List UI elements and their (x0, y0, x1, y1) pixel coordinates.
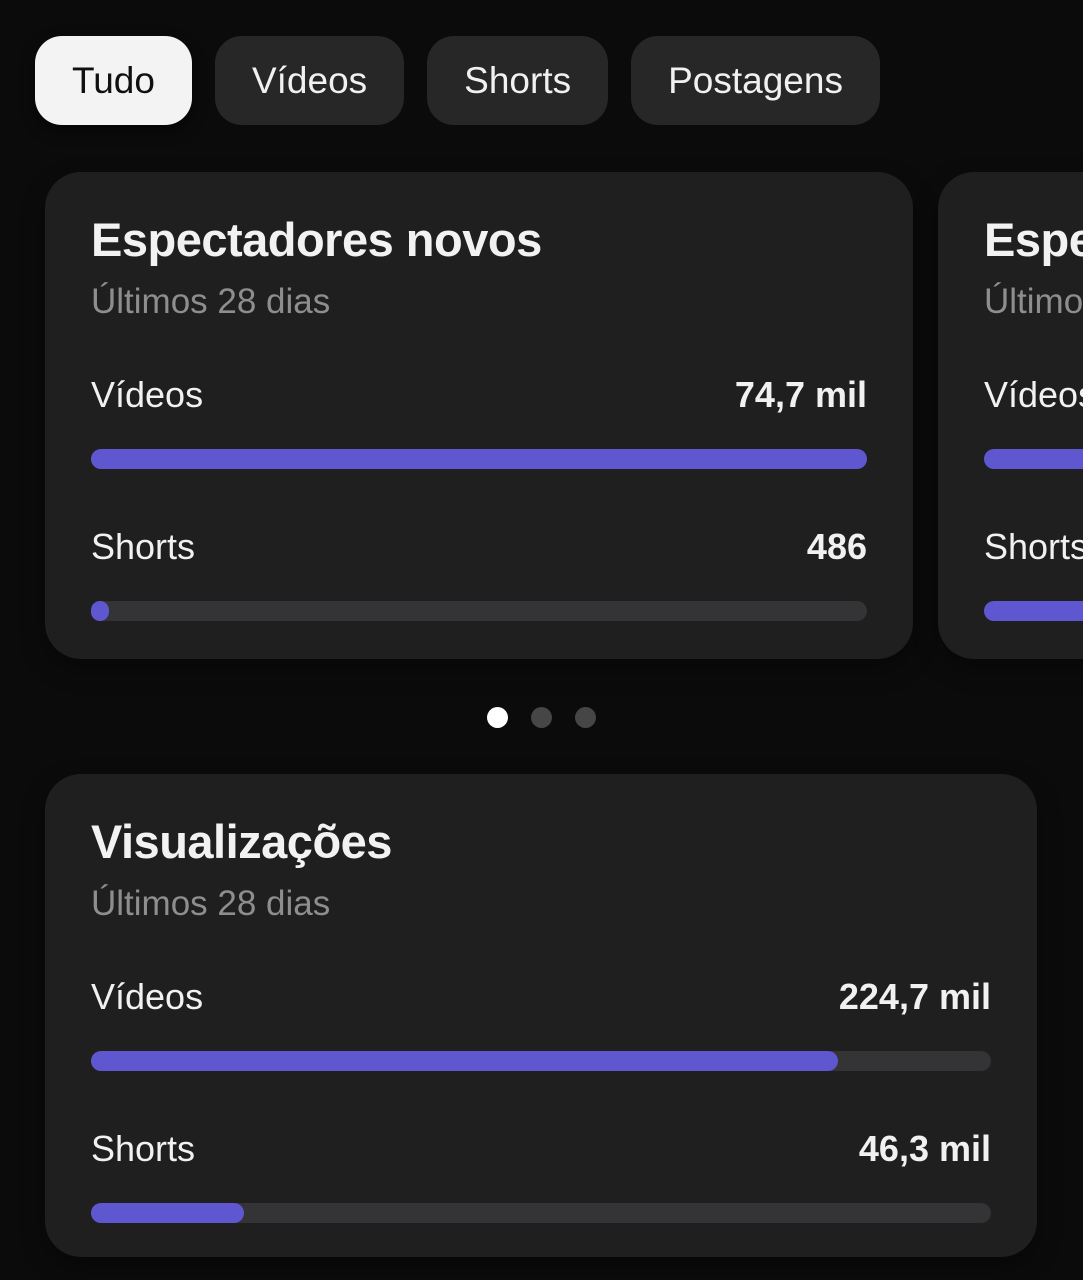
shorts-progress-track (984, 601, 1083, 621)
shorts-metric-value: 486 (806, 526, 867, 567)
shorts-progress-fill (984, 601, 1083, 621)
shorts-metric-label: Shorts (91, 526, 196, 567)
filter-chip-tudo[interactable]: Tudo (35, 36, 192, 125)
videos-progress-track (91, 1051, 991, 1071)
videos-metric-label: Vídeos (91, 976, 204, 1017)
card-subtitle: Últimos 28 dias (91, 282, 331, 321)
videos-progress-track (91, 449, 867, 469)
shorts-metric: Shorts 46,3 mil (91, 1128, 991, 1223)
carousel-pagination (0, 707, 1083, 728)
pagination-dot-3[interactable] (575, 707, 596, 728)
card-title: Espectadores (984, 213, 1083, 266)
shorts-metric-label: Shorts (984, 526, 1083, 567)
shorts-progress-track (91, 601, 867, 621)
card-subtitle: Últimos 28 dias (984, 282, 1083, 321)
videos-progress-fill (91, 449, 867, 469)
content-filter-chips: Tudo Vídeos Shorts Postagens (35, 36, 880, 125)
shorts-metric-label: Shorts (91, 1128, 196, 1169)
views-card[interactable]: Visualizações Últimos 28 dias Vídeos 224… (45, 774, 1037, 1257)
pagination-dot-2[interactable] (531, 707, 552, 728)
videos-metric: Vídeos 224,7 mil (91, 976, 991, 1071)
videos-metric: Vídeos 74,7 mil (91, 374, 867, 469)
card-title: Espectadores novos (91, 213, 542, 266)
videos-metric-label: Vídeos (91, 374, 204, 415)
shorts-progress-fill (91, 1203, 244, 1223)
videos-metric-value: 74,7 mil (734, 374, 867, 415)
pagination-dot-1[interactable] (487, 707, 508, 728)
card-title: Visualizações (91, 815, 392, 868)
videos-metric-label: Vídeos (984, 374, 1083, 415)
filter-chip-postagens[interactable]: Postagens (631, 36, 880, 125)
shorts-metric: Shorts 486 (91, 526, 867, 621)
shorts-progress-track (91, 1203, 991, 1223)
videos-progress-fill (984, 449, 1083, 469)
card-subtitle: Últimos 28 dias (91, 884, 331, 923)
videos-progress-fill (91, 1051, 838, 1071)
shorts-metric-value: 46,3 mil (858, 1128, 991, 1169)
filter-chip-videos[interactable]: Vídeos (214, 36, 405, 125)
shorts-metric: Shorts (984, 526, 1083, 621)
next-carousel-card-partial[interactable]: Espectadores Últimos 28 dias Vídeos Shor… (938, 172, 1083, 659)
videos-metric-value: 224,7 mil (838, 976, 991, 1017)
videos-metric: Vídeos (984, 374, 1083, 469)
shorts-progress-fill (91, 601, 109, 621)
filter-chip-shorts[interactable]: Shorts (427, 36, 609, 125)
videos-progress-track (984, 449, 1083, 469)
new-viewers-card[interactable]: Espectadores novos Últimos 28 dias Vídeo… (45, 172, 913, 659)
